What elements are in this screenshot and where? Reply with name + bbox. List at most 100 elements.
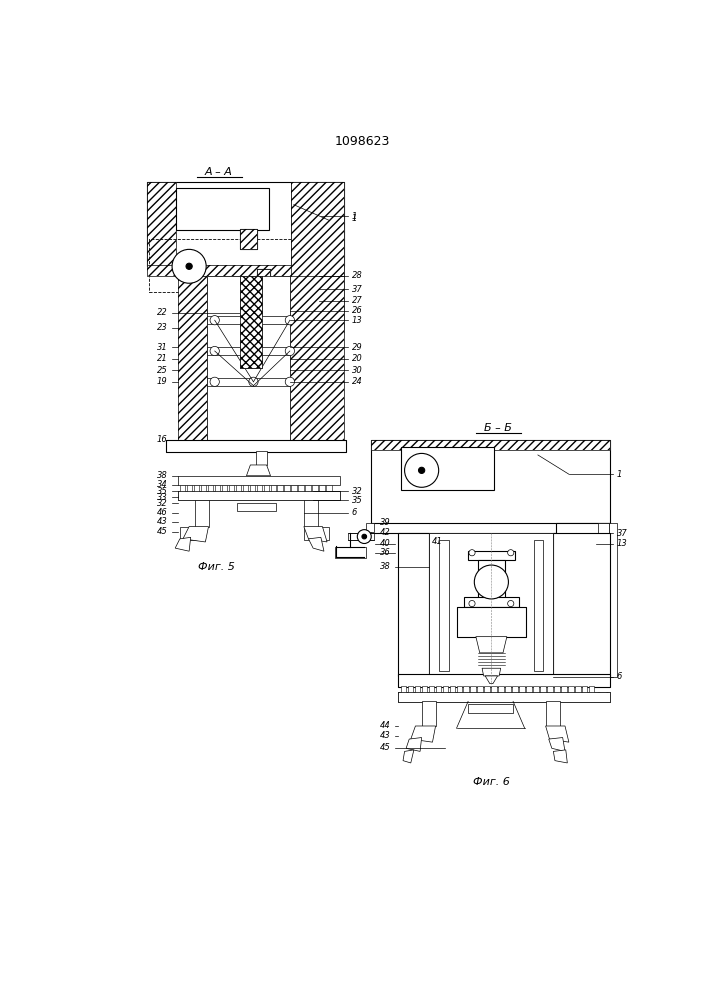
Bar xyxy=(457,607,526,637)
Text: 32: 32 xyxy=(157,499,168,508)
Text: 32: 32 xyxy=(352,487,363,496)
Text: 6: 6 xyxy=(617,672,622,681)
Text: 29: 29 xyxy=(352,343,363,352)
Bar xyxy=(429,533,554,676)
Bar xyxy=(237,503,276,511)
Polygon shape xyxy=(526,686,532,692)
Polygon shape xyxy=(264,485,269,491)
Bar xyxy=(177,476,340,485)
Polygon shape xyxy=(247,465,271,476)
Polygon shape xyxy=(498,686,504,692)
Polygon shape xyxy=(470,686,476,692)
Polygon shape xyxy=(519,686,525,692)
Bar xyxy=(398,692,610,702)
Polygon shape xyxy=(457,686,462,692)
Bar xyxy=(598,523,609,677)
Polygon shape xyxy=(271,485,276,491)
Bar xyxy=(291,182,344,266)
Bar xyxy=(180,527,204,540)
Bar xyxy=(146,182,170,255)
Polygon shape xyxy=(582,686,588,692)
Bar xyxy=(166,440,346,452)
Bar xyxy=(298,182,321,255)
Bar xyxy=(146,265,344,276)
Polygon shape xyxy=(546,726,569,742)
Bar xyxy=(149,239,295,292)
Bar xyxy=(177,491,340,500)
Bar xyxy=(240,276,256,286)
Circle shape xyxy=(186,263,192,269)
Polygon shape xyxy=(547,686,553,692)
Polygon shape xyxy=(575,686,580,692)
Polygon shape xyxy=(298,485,304,491)
Text: 1: 1 xyxy=(617,470,622,479)
Text: 38: 38 xyxy=(157,471,168,480)
Polygon shape xyxy=(327,485,332,491)
Bar xyxy=(177,491,340,500)
Bar xyxy=(468,551,515,560)
Polygon shape xyxy=(408,686,413,692)
Bar xyxy=(146,182,344,191)
Polygon shape xyxy=(194,485,199,491)
Polygon shape xyxy=(250,485,255,491)
Bar xyxy=(457,607,526,637)
Bar xyxy=(556,523,610,677)
Text: 24: 24 xyxy=(352,377,363,386)
Bar xyxy=(207,276,290,441)
Text: 43: 43 xyxy=(157,517,168,526)
Bar xyxy=(240,276,256,286)
Polygon shape xyxy=(304,527,327,542)
Text: Фиг. 5: Фиг. 5 xyxy=(198,562,235,572)
Polygon shape xyxy=(243,485,248,491)
Bar xyxy=(291,182,344,266)
Bar xyxy=(398,674,610,687)
Circle shape xyxy=(285,316,295,325)
Text: 13: 13 xyxy=(352,316,363,325)
Bar xyxy=(207,316,290,324)
Bar xyxy=(298,182,321,255)
Bar xyxy=(166,440,346,452)
Bar xyxy=(554,533,610,676)
Polygon shape xyxy=(215,485,220,491)
Polygon shape xyxy=(183,527,209,542)
Polygon shape xyxy=(482,668,501,676)
Bar xyxy=(176,188,269,230)
Bar xyxy=(478,560,505,599)
Bar xyxy=(398,533,429,676)
Text: Б – Б: Б – Б xyxy=(484,423,511,433)
Text: 35: 35 xyxy=(352,496,363,505)
Polygon shape xyxy=(305,485,311,491)
Text: 23: 23 xyxy=(157,323,168,332)
Circle shape xyxy=(469,600,475,607)
Polygon shape xyxy=(568,686,573,692)
Bar xyxy=(421,701,436,726)
Circle shape xyxy=(210,346,219,356)
Text: 25: 25 xyxy=(157,366,168,375)
Bar xyxy=(556,523,610,677)
Polygon shape xyxy=(561,686,566,692)
Text: 43: 43 xyxy=(380,732,391,740)
Polygon shape xyxy=(549,738,565,751)
Polygon shape xyxy=(450,686,455,692)
Text: 31: 31 xyxy=(157,343,168,352)
Circle shape xyxy=(508,600,514,607)
Circle shape xyxy=(285,346,295,356)
Bar xyxy=(177,276,207,441)
Bar xyxy=(546,701,559,726)
Circle shape xyxy=(172,249,206,283)
Polygon shape xyxy=(284,485,290,491)
Circle shape xyxy=(508,550,514,556)
Text: 33: 33 xyxy=(157,493,168,502)
Polygon shape xyxy=(411,726,436,742)
Bar xyxy=(457,607,526,637)
Polygon shape xyxy=(513,686,518,692)
Polygon shape xyxy=(476,637,507,653)
Bar xyxy=(146,182,176,266)
Text: 35: 35 xyxy=(157,487,168,496)
Text: 1: 1 xyxy=(352,214,357,223)
Bar xyxy=(398,674,610,687)
Bar xyxy=(240,286,256,292)
Polygon shape xyxy=(401,686,406,692)
Text: 42: 42 xyxy=(380,528,391,537)
Polygon shape xyxy=(291,485,297,491)
